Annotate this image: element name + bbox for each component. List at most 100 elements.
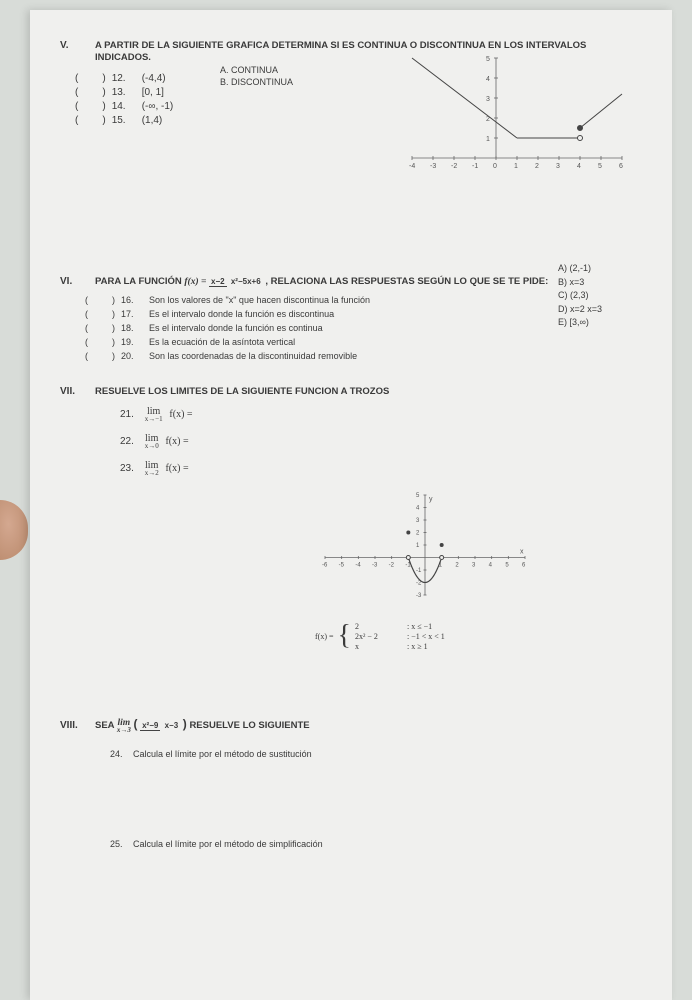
question-num: 20. (121, 351, 143, 361)
question-text: Calcula el límite por el método de simpl… (133, 839, 323, 849)
question-num: 16. (121, 295, 143, 305)
svg-text:6: 6 (619, 163, 623, 170)
svg-text:-2: -2 (451, 163, 457, 170)
vi-title-post: , RELACIONA LAS RESPUESTAS SEGÚN LO QUE … (265, 276, 548, 287)
paren-open: ( (75, 73, 78, 84)
svg-text:1: 1 (416, 543, 420, 549)
vi-fx: f(x) = (184, 277, 206, 287)
question-num: 15. (112, 115, 136, 126)
viii-frac-den: x−3 (163, 721, 181, 730)
option: B. DISCONTINUA (220, 77, 293, 87)
option: A) (2,-1) (558, 262, 602, 276)
viii-frac-num: x²−9 (140, 721, 160, 731)
svg-text:1: 1 (486, 136, 490, 143)
svg-text:1: 1 (514, 163, 518, 170)
paren-close: ) (112, 337, 115, 347)
question-text: [0, 1] (142, 87, 164, 98)
question-num: 12. (112, 73, 136, 84)
vi-frac-den: x²−5x+6 (229, 277, 263, 286)
vi-frac-num: x−2 (209, 277, 227, 287)
question-num: 22. (120, 436, 134, 447)
option: D) x=2 x=3 (558, 303, 602, 317)
viii-fraction: x²−9 x−3 (140, 721, 180, 730)
lim-rest: f(x) = (169, 409, 192, 420)
svg-text:6: 6 (522, 563, 526, 569)
paren-close: ) (102, 101, 105, 112)
question-text: (1,4) (142, 115, 163, 126)
svg-text:3: 3 (472, 563, 476, 569)
paren-open: ( (75, 101, 78, 112)
option: C) (2,3) (558, 289, 602, 303)
option: E) [3,∞) (558, 316, 602, 330)
piecewise-row: 2 : x ≤ −1 (355, 622, 445, 631)
piece-cond: : x ≤ −1 (407, 622, 432, 631)
piece-cond: : −1 < x < 1 (407, 632, 445, 641)
svg-text:2: 2 (455, 563, 459, 569)
paren-open: ( (85, 337, 88, 347)
svg-text:-1: -1 (472, 163, 478, 170)
svg-text:-6: -6 (322, 563, 328, 569)
section-vi-header: VI. PARA LA FUNCIÓN f(x) = x−2 x²−5x+6 ,… (60, 276, 642, 287)
question-num: 21. (120, 409, 134, 420)
paren-close: ) (102, 115, 105, 126)
viii-title-post: RESUELVE LO SIGUIENTE (189, 720, 309, 731)
svg-text:4: 4 (416, 506, 420, 512)
lim-rest: f(x) = (165, 463, 188, 474)
section-viii-num: VIII. (60, 720, 80, 731)
question-text: (-4,4) (142, 73, 166, 84)
question-row: 25. Calcula el límite por el método de s… (110, 839, 642, 849)
paren-open: ( (85, 309, 88, 319)
question-text: Es el intervalo donde la función es cont… (149, 323, 323, 333)
paren-open: ( (75, 87, 78, 98)
piecewise-row: x : x ≥ 1 (355, 642, 445, 651)
svg-text:0: 0 (493, 163, 497, 170)
question-num: 25. (110, 839, 123, 849)
svg-text:-5: -5 (339, 563, 345, 569)
section-v-num: V. (60, 40, 80, 65)
svg-text:-3: -3 (430, 163, 436, 170)
viii-sub: x→3 (117, 726, 131, 734)
paren-open: ( (85, 323, 88, 333)
graph-v: -4-3-2-1012345612345 (392, 38, 642, 178)
vi-fraction: x−2 x²−5x+6 (209, 277, 263, 286)
svg-text:3: 3 (556, 163, 560, 170)
svg-text:-1: -1 (416, 568, 422, 574)
svg-text:2: 2 (416, 531, 420, 537)
section-viii-header: VIII. SEA lim x→3 ( x²−9 x−3 ) RESUELVE … (60, 717, 642, 733)
question-num: 19. (121, 337, 143, 347)
question-num: 13. (112, 87, 136, 98)
paren-close: ) (102, 87, 105, 98)
svg-text:x: x (520, 549, 524, 556)
option: B) x=3 (558, 276, 602, 290)
paren-close: ) (102, 73, 105, 84)
limit-question: 22. lim x→0 f(x) = (120, 433, 642, 450)
lim-sub: x→2 (145, 469, 159, 477)
svg-text:-3: -3 (416, 593, 422, 599)
section-vii-num: VII. (60, 386, 80, 398)
svg-text:4: 4 (489, 563, 493, 569)
paren-open: ( (75, 115, 78, 126)
question-text: (-∞, -1) (142, 101, 174, 112)
thumb-photo (0, 500, 28, 560)
question-num: 23. (120, 463, 134, 474)
vi-title-pre: PARA LA FUNCIÓN (95, 276, 184, 287)
svg-text:2: 2 (535, 163, 539, 170)
piece-cond: : x ≥ 1 (407, 642, 428, 651)
paren-close: ) (112, 323, 115, 333)
piecewise-row: 2x² − 2 : −1 < x < 1 (355, 632, 445, 641)
svg-text:5: 5 (598, 163, 602, 170)
paren-close: ) (112, 351, 115, 361)
question-text: Calcula el límite por el método de susti… (133, 749, 312, 759)
lim-sub: x→0 (145, 442, 159, 450)
svg-text:5: 5 (505, 563, 509, 569)
piecewise-fx: f(x) = (315, 632, 334, 641)
paren-open: ( (85, 351, 88, 361)
svg-text:-4: -4 (409, 163, 415, 170)
section-vi-num: VI. (60, 276, 80, 287)
question-num: 17. (121, 309, 143, 319)
svg-text:-3: -3 (372, 563, 378, 569)
paren-close: ) (112, 309, 115, 319)
paren-open: ( (85, 295, 88, 305)
question-text: Es la ecuación de la asíntota vertical (149, 337, 295, 347)
question-row: 24. Calcula el límite por el método de s… (110, 749, 642, 759)
